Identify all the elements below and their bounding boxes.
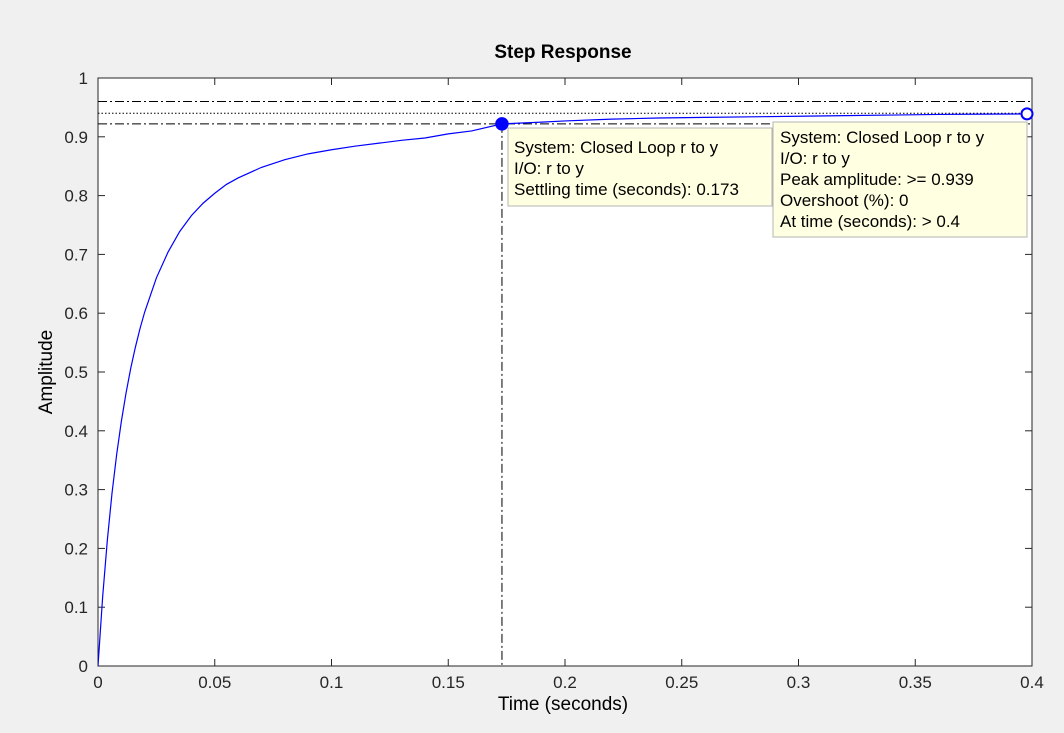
datatip-line: I/O: r to y xyxy=(514,159,584,178)
datatip-line: I/O: r to y xyxy=(780,149,850,168)
y-tick-label: 0 xyxy=(79,657,88,676)
y-tick-label: 0.3 xyxy=(64,481,88,500)
x-tick-label: 0 xyxy=(93,673,102,692)
x-tick-label: 0.15 xyxy=(432,673,465,692)
chart-title: Step Response xyxy=(494,42,631,63)
x-tick-label: 0.3 xyxy=(787,673,811,692)
y-tick-label: 0.9 xyxy=(64,128,88,147)
y-tick-label: 1 xyxy=(79,69,88,88)
x-axis-label: Time (seconds) xyxy=(498,694,628,715)
y-tick-label: 0.7 xyxy=(64,245,88,264)
x-tick-label: 0.1 xyxy=(320,673,344,692)
y-axis-label: Amplitude xyxy=(36,330,57,415)
datatip-line: System: Closed Loop r to y xyxy=(780,128,985,147)
axis-ticks: 0 0.05 0.1 0.15 0.2 0.25 0.3 0.35 0.4 0 0.1 0.2 0.3 0… xyxy=(64,69,1043,692)
peak-amplitude-marker[interactable] xyxy=(1020,107,1034,121)
x-tick-label: 0.4 xyxy=(1020,673,1044,692)
x-tick-label: 0.25 xyxy=(665,673,698,692)
y-tick-label: 0.5 xyxy=(64,363,88,382)
settling-time-marker[interactable] xyxy=(495,117,509,131)
y-tick-label: 0.1 xyxy=(64,598,88,617)
datatip-line: At time (seconds): > 0.4 xyxy=(780,212,960,231)
peak-amplitude-datatip[interactable]: System: Closed Loop r to y I/O: r to y P… xyxy=(772,121,1028,238)
datatip-line: System: Closed Loop r to y xyxy=(514,138,719,157)
step-response-line xyxy=(98,113,1032,666)
datatip-line: Overshoot (%): 0 xyxy=(780,191,909,210)
datatip-line: Peak amplitude: >= 0.939 xyxy=(780,170,974,189)
datatip-line: Settling time (seconds): 0.173 xyxy=(514,180,739,199)
x-tick-label: 0.2 xyxy=(553,673,577,692)
y-tick-label: 0.8 xyxy=(64,187,88,206)
x-tick-label: 0.35 xyxy=(899,673,932,692)
y-tick-label: 0.6 xyxy=(64,304,88,323)
y-tick-label: 0.2 xyxy=(64,539,88,558)
settling-time-datatip[interactable]: System: Closed Loop r to y I/O: r to y S… xyxy=(507,127,773,207)
x-tick-label: 0.05 xyxy=(198,673,231,692)
y-tick-label: 0.4 xyxy=(64,422,88,441)
